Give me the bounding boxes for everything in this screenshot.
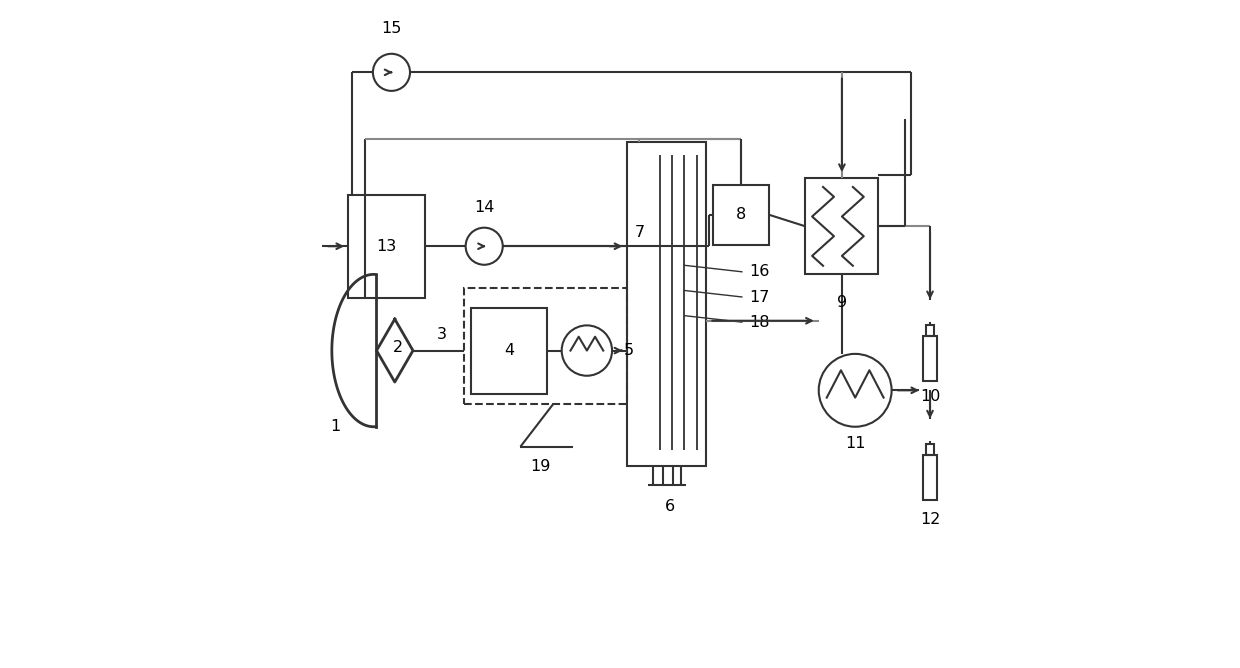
Text: 5: 5 bbox=[624, 343, 634, 358]
Text: 8: 8 bbox=[735, 207, 746, 222]
Bar bbox=[926, 444, 934, 455]
Text: 2: 2 bbox=[393, 340, 403, 355]
Text: 19: 19 bbox=[531, 459, 551, 474]
Bar bbox=[926, 325, 934, 335]
Text: 10: 10 bbox=[920, 389, 940, 404]
Text: 3: 3 bbox=[436, 327, 446, 341]
Text: 14: 14 bbox=[474, 200, 495, 215]
Bar bbox=[471, 307, 547, 393]
Bar bbox=[713, 185, 769, 244]
Bar bbox=[923, 335, 937, 381]
Bar bbox=[348, 195, 424, 297]
Text: 18: 18 bbox=[749, 315, 769, 330]
Text: 1: 1 bbox=[330, 420, 340, 434]
Bar bbox=[923, 455, 937, 500]
Text: 9: 9 bbox=[837, 295, 847, 310]
Bar bbox=[806, 178, 878, 275]
Text: 4: 4 bbox=[503, 343, 515, 358]
Bar bbox=[626, 142, 706, 466]
Text: 16: 16 bbox=[749, 265, 769, 279]
Text: 17: 17 bbox=[749, 289, 769, 305]
Text: 12: 12 bbox=[920, 512, 940, 527]
Text: 7: 7 bbox=[635, 225, 645, 240]
Text: 6: 6 bbox=[665, 499, 675, 514]
Bar bbox=[464, 288, 626, 403]
Text: 15: 15 bbox=[381, 21, 402, 36]
Text: 11: 11 bbox=[844, 436, 866, 451]
Text: 13: 13 bbox=[377, 238, 397, 254]
